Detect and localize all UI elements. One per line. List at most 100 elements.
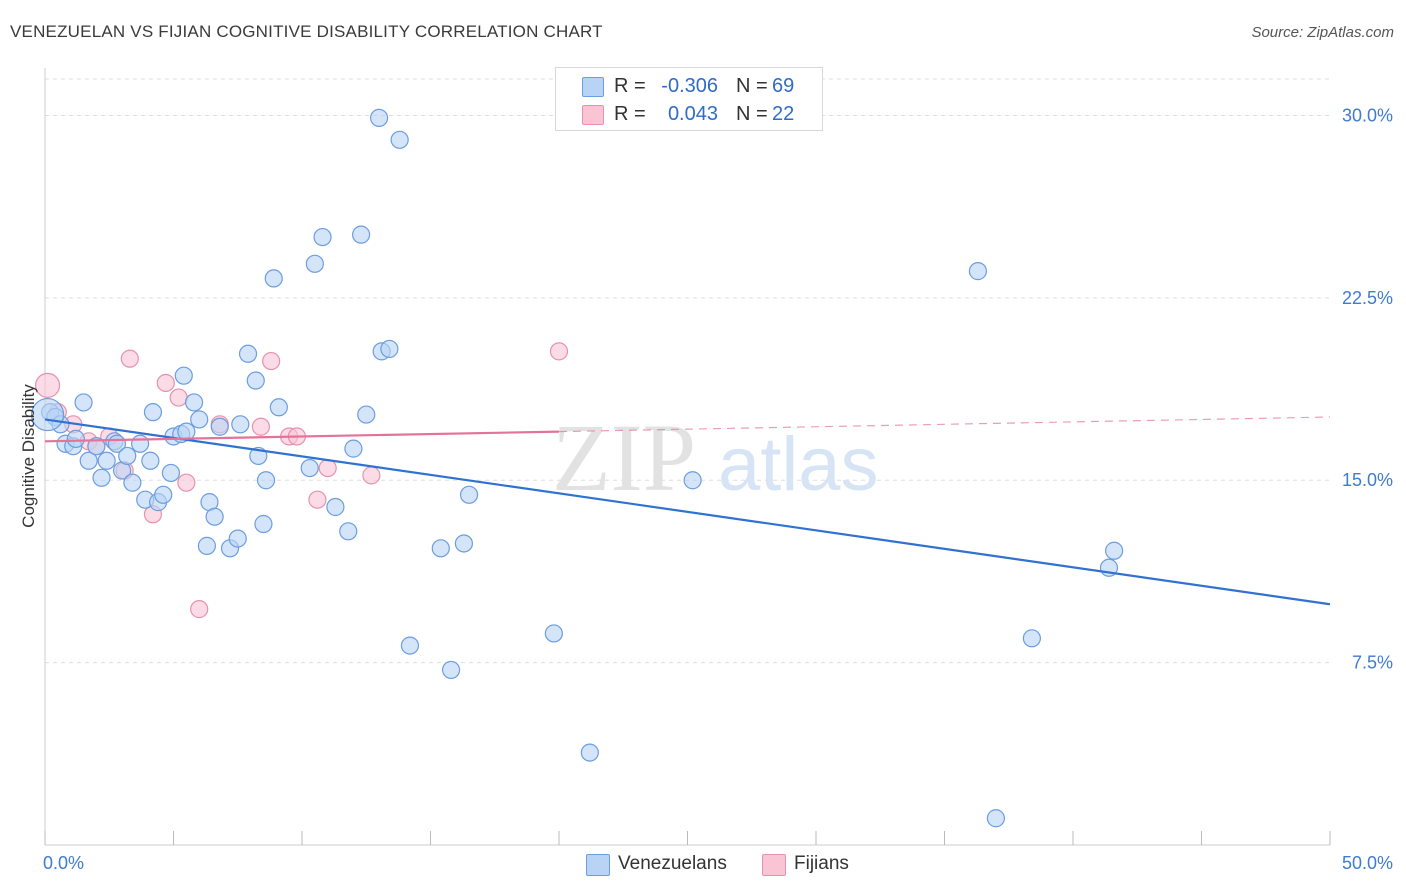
venezuelans-point (97, 451, 116, 470)
r-value: -0.306 (661, 75, 718, 97)
venezuelans-point (143, 403, 163, 422)
venezuelans-point (246, 371, 265, 390)
tick-labels: 7.5% 15.0% 22.5% 30.0% 0.0% 50.0% (43, 105, 1393, 873)
venezuelans-legend-swatch (586, 854, 610, 876)
venezuelans-point (231, 415, 250, 434)
venezuelans-point (141, 451, 160, 470)
n-value: 22 (772, 103, 795, 125)
venezuelans-point (1022, 629, 1041, 648)
y-tick-label: 30.0% (1342, 105, 1393, 125)
y-tick-label: 15.0% (1342, 470, 1393, 490)
x-tick-label: 50.0% (1342, 853, 1393, 873)
fijians-point (251, 417, 270, 436)
venezuelans-point (380, 339, 399, 359)
y-tick-label: 7.5% (1352, 653, 1393, 673)
trend-lines (44, 416, 1331, 606)
legend-row-fijians: R = 0.043 N = 22 (556, 100, 822, 128)
venezuelans-point (79, 451, 98, 470)
venezuelans-point (66, 429, 85, 448)
venezuelans-point (30, 397, 65, 432)
watermark-atlas: atlas (718, 422, 879, 507)
fijians-point (549, 342, 569, 361)
n-value: 69 (772, 75, 795, 97)
venezuelans-point (339, 522, 358, 541)
venezuelans-point (305, 254, 324, 273)
correlation-legend: R = -0.306 N = 69 R = 0.043 N = 22 (555, 67, 823, 131)
watermark: ZIP atlas (552, 404, 879, 511)
venezuelans-point (352, 225, 371, 244)
n-label: N = (736, 103, 768, 125)
venezuelans-point (130, 434, 150, 453)
venezuelans-point (313, 227, 332, 247)
venezuelans-point (390, 130, 409, 149)
fijians-point (308, 490, 327, 509)
fijians-trend-line (44, 430, 560, 443)
x-tick-label: 0.0% (43, 853, 84, 873)
venezuelans-point (357, 405, 376, 424)
fijians-point (362, 466, 381, 485)
venezuelans-point (986, 809, 1006, 828)
y-tick-label: 22.5% (1342, 288, 1393, 308)
venezuelans-point (256, 471, 276, 490)
venezuelans-point (580, 743, 599, 762)
fijians-point (120, 349, 139, 368)
fijians-point (177, 473, 196, 492)
fijians-point (262, 351, 281, 371)
venezuelans-point (683, 471, 702, 490)
venezuelans-point (1105, 541, 1124, 560)
venezuelans-point (968, 262, 988, 281)
fijians-point (318, 458, 337, 478)
venezuelans-swatch (582, 77, 604, 97)
venezuelans-point (205, 507, 224, 526)
venezuelans-point (326, 497, 345, 517)
venezuelans-trend-line (44, 418, 1331, 606)
venezuelans-point (264, 269, 283, 288)
venezuelans-point (544, 624, 563, 643)
source-label: Source: ZipAtlas.com (1251, 24, 1394, 41)
legend-label: Venezuelans (618, 853, 727, 874)
r-label: R = (614, 103, 646, 125)
venezuelans-point (210, 417, 229, 436)
venezuelans-point (254, 514, 273, 534)
venezuelans-point (161, 463, 181, 483)
fijians-trend-line-extension (558, 416, 1331, 433)
watermark-zip: ZIP (552, 404, 696, 511)
r-label: R = (614, 75, 646, 97)
venezuelans-point (190, 410, 209, 429)
r-value: 0.043 (667, 103, 718, 125)
fijians-point (190, 600, 209, 619)
venezuelans-point (370, 108, 389, 128)
venezuelans-point (344, 439, 363, 458)
venezuelans-point (154, 485, 173, 504)
venezuelans-point (269, 398, 288, 417)
venezuelans-point (184, 393, 204, 412)
venezuelans-point (174, 366, 193, 385)
venezuelans-point (197, 536, 217, 555)
fijians-swatch (582, 105, 604, 125)
venezuelans-point (400, 636, 420, 655)
n-label: N = (736, 75, 768, 97)
venezuelans-point (74, 393, 93, 412)
venezuelans-point (87, 437, 106, 456)
y-axis-label: Cognitive Disability (19, 384, 38, 528)
venezuelans-point (92, 468, 111, 487)
fijians-point (34, 372, 61, 398)
legend-label: Fijians (794, 853, 849, 874)
venezuelans-point (228, 529, 247, 548)
venezuelans-point (431, 539, 450, 558)
venezuelans-point (459, 485, 479, 504)
venezuelans-point (300, 458, 319, 478)
legend-row-venezuelans: R = -0.306 N = 69 (556, 72, 822, 100)
axes (44, 68, 1331, 846)
venezuelans-point (123, 473, 142, 492)
chart-title: VENEZUELAN VS FIJIAN COGNITIVE DISABILIT… (10, 22, 603, 41)
series-legend: Venezuelans Fijians (0, 852, 1406, 880)
fijians-point (156, 373, 175, 393)
venezuelans-point (454, 534, 474, 553)
gridlines (45, 78, 1330, 664)
fijians-legend-swatch (762, 854, 786, 876)
venezuelans-point (238, 344, 258, 363)
venezuelans-point (441, 660, 461, 680)
venezuelans-point (118, 446, 137, 466)
